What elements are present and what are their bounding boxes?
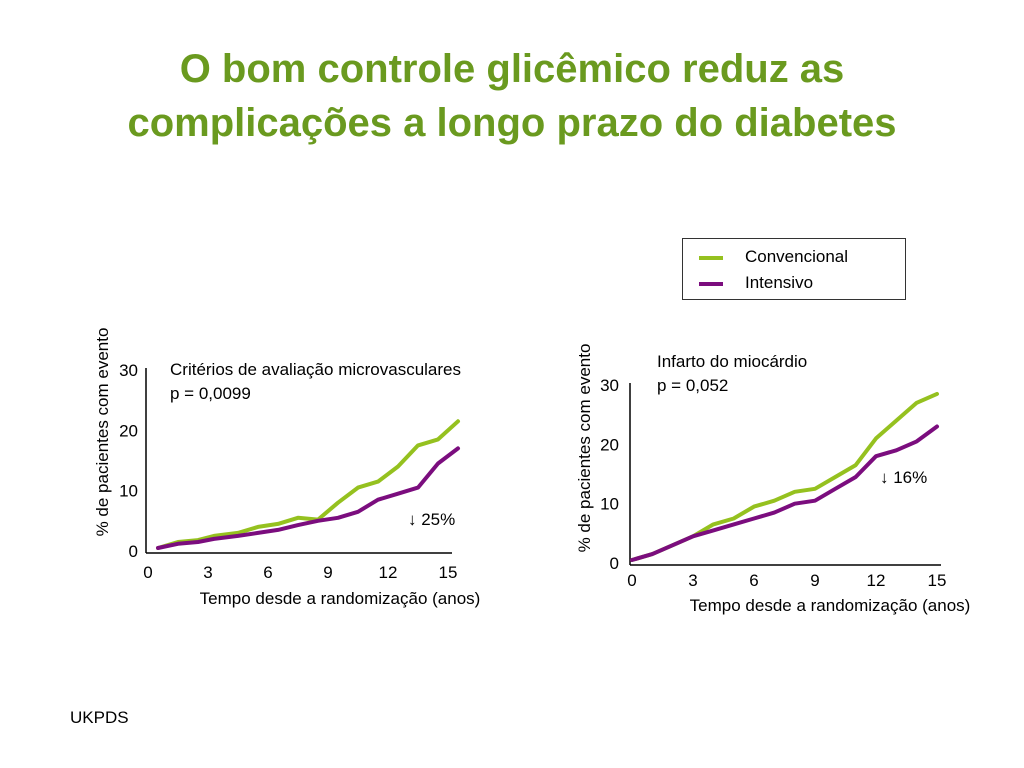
chart1-series-convencional (156, 419, 460, 550)
chart1-x-tick-label-6: 6 (263, 563, 272, 582)
chart2-y-tick-label-10: 10 (600, 495, 619, 514)
chart-legend: Convencional Intensivo (682, 238, 906, 300)
legend-item-intensivo: Intensivo (699, 273, 813, 293)
source-label: UKPDS (70, 708, 129, 727)
chart1-series-intensivo (156, 446, 460, 550)
chart1-y-tick-label-30: 30 (119, 361, 138, 380)
chart2-y-tick-label-0: 0 (610, 554, 619, 573)
title-line-1: O bom controle glicêmico reduz as (179, 47, 845, 91)
chart2-x-tick-label-12: 12 (867, 571, 886, 590)
chart1-y-axis-label: % de pacientes com evento (93, 328, 112, 537)
chart2-x-tick-label-3: 3 (688, 571, 697, 590)
chart1-x-tick-label-12: 12 (379, 563, 398, 582)
title-line-2: complicações a longo prazo do diabetes (127, 101, 897, 145)
chart1-annotation-p-value: p = 0,0099 (170, 384, 251, 403)
legend-label-intensivo: Intensivo (745, 273, 814, 292)
chart2-annotation-title: Infarto do miocárdio (657, 352, 807, 371)
page-title: O bom controle glicêmico reduz as compli… (0, 42, 1024, 150)
legend-swatch-intensivo (699, 281, 723, 286)
chart1-x-tick-label-3: 3 (203, 563, 212, 582)
legend-item-convencional: Convencional (699, 247, 848, 267)
chart2-series-intensivo (630, 424, 939, 562)
chart1-x-tick-label-15: 15 (439, 563, 458, 582)
chart1-x-tick-label-0: 0 (143, 563, 152, 582)
chart1-reduction-label: ↓ 25% (408, 510, 455, 529)
chart2-x-tick-label-9: 9 (810, 571, 819, 590)
chart2-reduction-label: ↓ 16% (880, 468, 927, 487)
chart1-x-axis-label: Tempo desde a randomização (anos) (200, 589, 481, 608)
chart1-x-tick-label-9: 9 (323, 563, 332, 582)
legend-label-convencional: Convencional (745, 247, 849, 266)
chart2-x-tick-label-0: 0 (627, 571, 636, 590)
legend-swatch-convencional (699, 255, 723, 260)
chart2-annotation-p-value: p = 0,052 (657, 376, 728, 395)
chart2-y-tick-label-20: 20 (600, 435, 619, 454)
chart2-y-tick-label-30: 30 (600, 376, 619, 395)
chart2-y-axis-label: % de pacientes com evento (575, 344, 594, 553)
chart2-x-axis-label: Tempo desde a randomização (anos) (690, 596, 971, 615)
chart2-x-tick-label-6: 6 (749, 571, 758, 590)
chart1-annotation-title: Critérios de avaliação microvasculares (170, 360, 461, 379)
chart1-y-tick-label-10: 10 (119, 482, 138, 501)
chart1-y-tick-label-20: 20 (119, 421, 138, 440)
chart1-y-tick-label-0: 0 (129, 542, 138, 561)
chart2-x-tick-label-15: 15 (928, 571, 947, 590)
